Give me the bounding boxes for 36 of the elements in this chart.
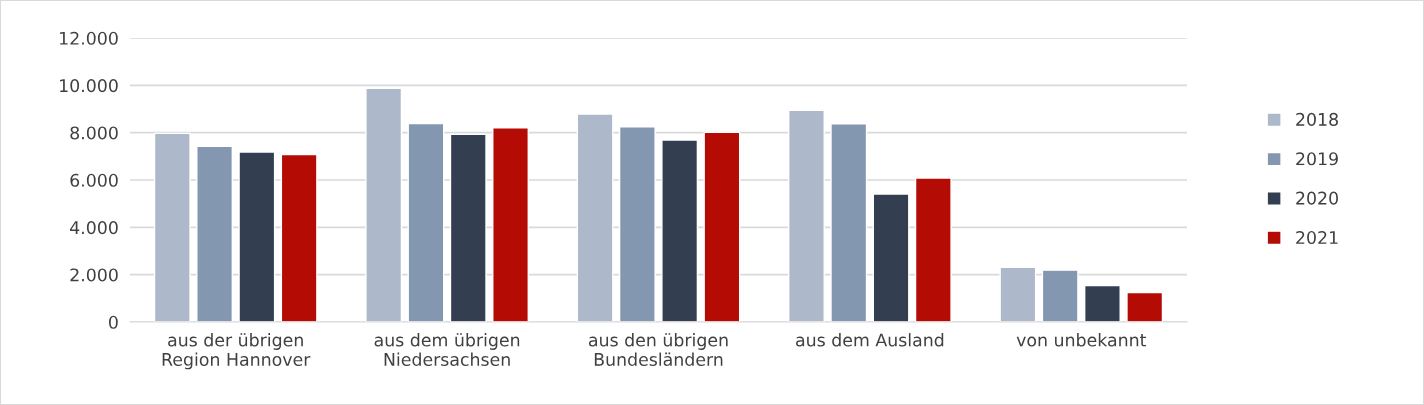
bar	[1041, 269, 1079, 322]
bar	[914, 177, 952, 322]
bar	[576, 113, 614, 322]
x-tick-label: aus dem Ausland	[796, 333, 944, 347]
bar	[872, 193, 910, 322]
y-tick-label: 0	[108, 315, 118, 329]
bar	[196, 145, 234, 322]
bar	[153, 132, 191, 322]
bar	[365, 87, 403, 322]
bar	[830, 123, 868, 322]
legend-label: 2020	[1296, 191, 1338, 205]
bar	[407, 122, 445, 322]
bar	[238, 151, 276, 322]
bar	[1126, 291, 1164, 322]
bar	[788, 109, 825, 322]
legend-label: 2021	[1296, 230, 1338, 245]
bar	[1083, 284, 1121, 322]
y-tick-label: 2.000	[70, 268, 118, 282]
x-tick-label: von unbekannt	[1016, 333, 1147, 347]
y-tick-label: 10.000	[60, 79, 118, 93]
legend-label: 2018	[1296, 112, 1338, 126]
legend-label: 2019	[1296, 152, 1338, 166]
bar	[661, 139, 699, 322]
bar	[703, 131, 741, 322]
bar	[999, 266, 1037, 322]
x-tick-label: aus dem übrigen Niedersachsen	[374, 333, 520, 366]
bar	[492, 127, 529, 322]
bar	[618, 126, 656, 322]
x-tick-label: aus den übrigen Bundesländern	[588, 333, 728, 366]
bar	[449, 133, 487, 322]
y-tick-label: 4.000	[70, 221, 118, 235]
y-tick-label: 12.000	[60, 31, 118, 45]
x-tick-label: aus der übrigen Region Hannover	[162, 333, 311, 370]
y-tick-label: 6.000	[70, 173, 118, 187]
bar	[280, 153, 318, 322]
y-tick-label: 8.000	[70, 126, 118, 140]
